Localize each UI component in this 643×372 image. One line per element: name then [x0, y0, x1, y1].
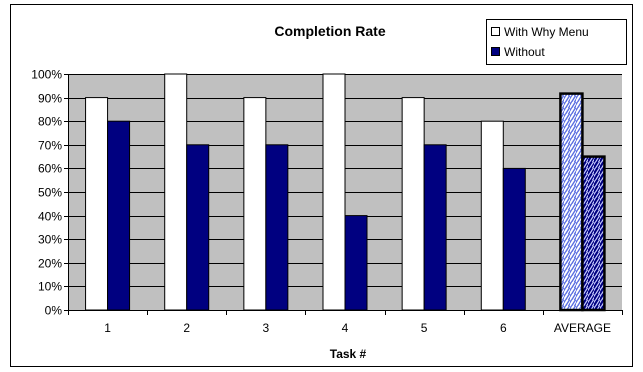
y-tick-label: 0%	[45, 304, 63, 318]
axes	[68, 74, 623, 315]
y-tick-label: 10%	[38, 280, 62, 294]
x-tick-label: 6	[500, 321, 507, 335]
x-tick-label: 4	[342, 321, 349, 335]
y-tick-label: 70%	[38, 139, 62, 153]
y-tick-label: 100%	[31, 68, 62, 82]
y-tick-label: 60%	[38, 162, 62, 176]
bar-without-1	[107, 120, 131, 311]
legend-swatch-without	[491, 47, 500, 56]
y-tick-label: 20%	[38, 257, 62, 271]
y-tick-label: 30%	[38, 233, 62, 247]
x-tick-label: 5	[421, 321, 428, 335]
x-tick-label: 2	[183, 321, 190, 335]
y-tick-label: 80%	[38, 115, 62, 129]
y-tick-label: 90%	[38, 92, 62, 106]
x-tick-label: AVERAGE	[554, 321, 611, 335]
x-tick-label: 1	[104, 321, 111, 335]
bar-without-average	[581, 155, 606, 312]
chart-title: Completion Rate	[274, 23, 385, 39]
x-axis-tick-labels: 1 2 3 4 5 6 AVERAGE	[104, 321, 611, 335]
legend: With Why Menu Without	[486, 19, 627, 65]
x-tick-label: 3	[263, 321, 270, 335]
legend-label-with-why-menu: With Why Menu	[504, 25, 589, 39]
y-tick-label: 50%	[38, 186, 62, 200]
bar-with-why-menu-average	[559, 92, 584, 312]
legend-box	[486, 19, 627, 65]
legend-label-without: Without	[504, 45, 545, 59]
bar-with-why-menu-6	[480, 120, 504, 311]
bar-without-3	[265, 144, 289, 311]
x-axis-label: Task #	[330, 347, 367, 361]
bar-without-5	[423, 144, 447, 311]
bars	[85, 73, 606, 312]
bar-without-4	[344, 215, 368, 311]
bar-with-why-menu-5	[401, 97, 425, 311]
y-tick-label: 40%	[38, 210, 62, 224]
bar-with-why-menu-3	[243, 97, 267, 311]
bar-with-why-menu-2	[164, 73, 188, 311]
bar-without-6	[502, 167, 526, 311]
y-axis-tick-labels: 0% 10% 20% 30% 40% 50% 60% 70% 80% 90% 100%	[31, 68, 62, 318]
legend-swatch-with-why-menu	[491, 27, 500, 36]
bar-without-2	[186, 144, 210, 311]
bar-with-why-menu-4	[322, 73, 346, 311]
bar-with-why-menu-1	[85, 97, 109, 311]
